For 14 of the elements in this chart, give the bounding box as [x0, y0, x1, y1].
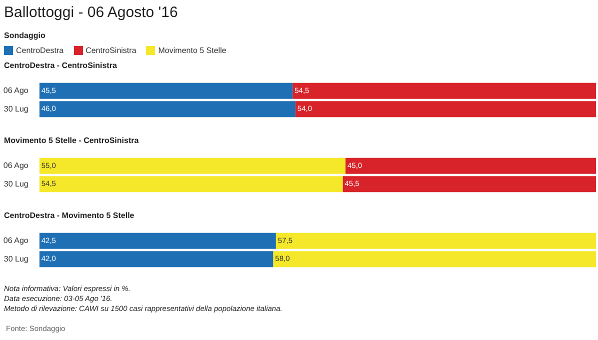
y-tick-label: 30 Lug: [4, 254, 28, 264]
text: Movimento 5 Stelle - CentroSinistra: [3, 136, 140, 147]
legend-label: Movimento 5 Stelle: [158, 46, 226, 55]
legend-label: CentroDestra: [16, 46, 64, 55]
text: CentroDestra - CentroSinistra: [3, 61, 118, 72]
y-tick-label: 30 Lug: [4, 179, 28, 188]
y-tick-label: 06 Ago: [3, 86, 29, 96]
y-tick-label: 30 Lug: [4, 104, 28, 114]
legend-label: CentroSinistra: [86, 46, 136, 55]
chart-subtitle: Sondaggio: [3, 30, 46, 42]
y-tick-label: 06 Ago: [3, 161, 29, 170]
text: CentroDestra - Movimento 5 Stelle: [3, 211, 136, 222]
y-tick-label: 06 Ago: [3, 236, 29, 246]
chart-title: Ballottoggi - 06 Agosto '16: [3, 3, 179, 23]
